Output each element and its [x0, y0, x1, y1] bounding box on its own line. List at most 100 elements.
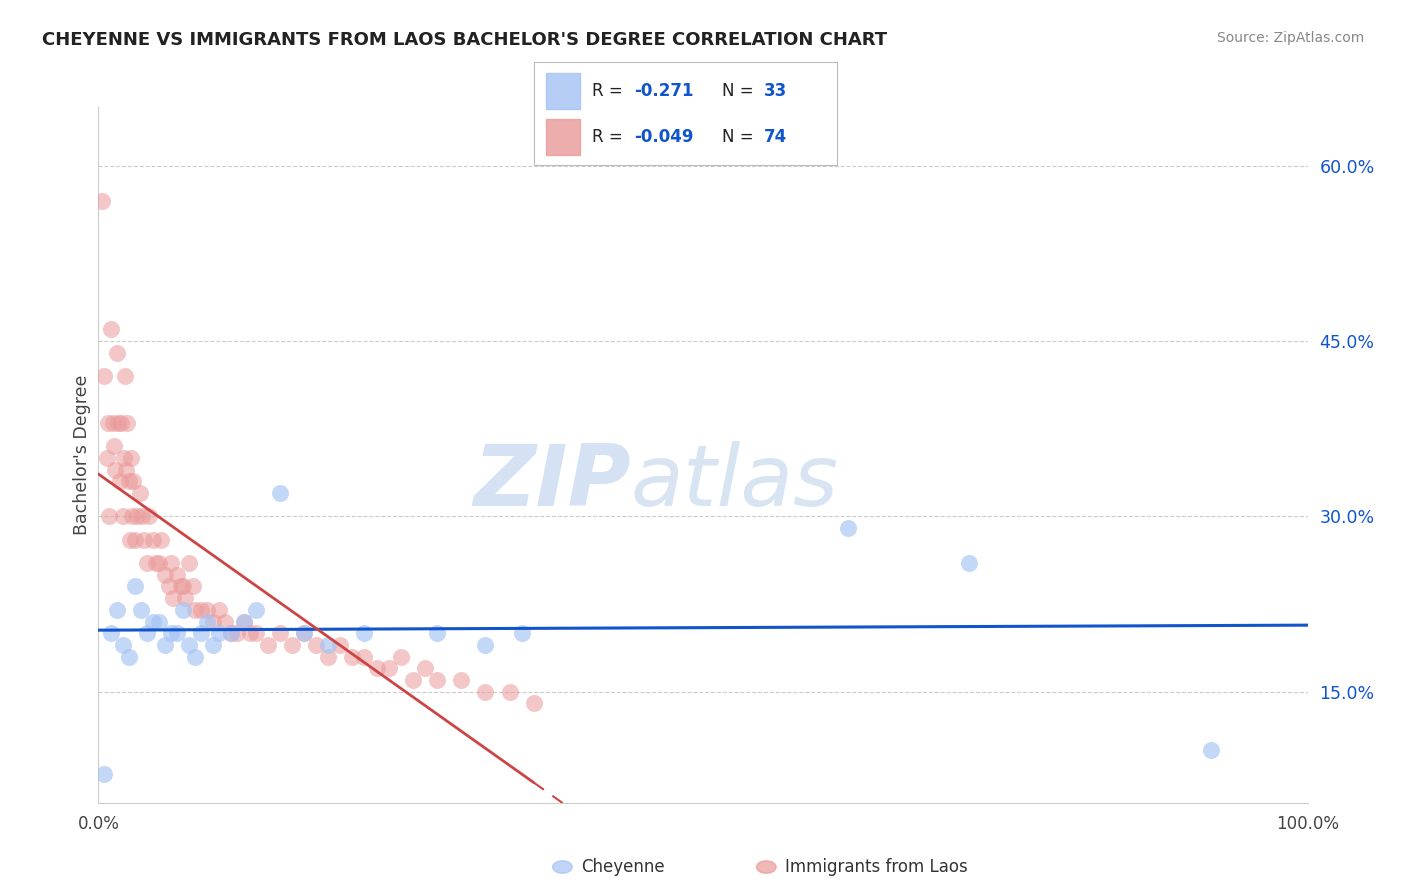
Point	[837, 521, 859, 535]
Point	[105, 345, 128, 359]
Point	[195, 615, 218, 629]
Point	[208, 603, 231, 617]
Point	[957, 556, 980, 570]
Point	[160, 556, 183, 570]
Point	[181, 579, 204, 593]
Point	[426, 626, 449, 640]
Point	[169, 579, 191, 593]
Point	[100, 626, 122, 640]
Point	[124, 579, 146, 593]
Point	[142, 533, 165, 547]
Point	[353, 626, 375, 640]
Point	[148, 615, 170, 629]
Point	[160, 626, 183, 640]
Point	[281, 638, 304, 652]
Point	[245, 603, 267, 617]
Point	[232, 615, 254, 629]
Point	[150, 533, 173, 547]
Point	[377, 661, 399, 675]
Point	[108, 474, 131, 488]
Text: 74: 74	[763, 128, 787, 145]
Point	[177, 556, 201, 570]
Bar	[547, 73, 579, 109]
Point	[366, 661, 388, 675]
Point	[111, 509, 134, 524]
Point	[91, 194, 114, 208]
Point	[93, 766, 115, 780]
Point	[190, 626, 212, 640]
Point	[135, 626, 157, 640]
Point	[316, 649, 339, 664]
Point	[118, 533, 141, 547]
Point	[117, 416, 139, 430]
Text: Source: ZipAtlas.com: Source: ZipAtlas.com	[1216, 31, 1364, 45]
Point	[157, 579, 180, 593]
Point	[100, 322, 122, 336]
Text: atlas: atlas	[630, 442, 838, 524]
Point	[474, 638, 496, 652]
Point	[174, 591, 197, 606]
Point	[145, 556, 167, 570]
Point	[389, 649, 412, 664]
Point	[96, 450, 118, 465]
Point	[153, 567, 176, 582]
Point	[166, 567, 188, 582]
Text: N =: N =	[721, 128, 759, 145]
Point	[172, 603, 194, 617]
Text: ZIP: ZIP	[472, 442, 630, 524]
Point	[101, 416, 124, 430]
Text: R =: R =	[592, 82, 627, 100]
Point	[93, 369, 115, 384]
Text: R =: R =	[592, 128, 627, 145]
Text: -0.049: -0.049	[634, 128, 693, 145]
Point	[226, 626, 249, 640]
Point	[118, 649, 141, 664]
Point	[138, 509, 160, 524]
Point	[172, 579, 194, 593]
Point	[214, 615, 236, 629]
Point	[121, 509, 143, 524]
Point	[105, 603, 128, 617]
Point	[245, 626, 267, 640]
Point	[474, 684, 496, 698]
Point	[112, 450, 135, 465]
Point	[450, 673, 472, 687]
Point	[134, 533, 156, 547]
Point	[129, 603, 152, 617]
Point	[195, 603, 218, 617]
Point	[402, 673, 425, 687]
Y-axis label: Bachelor's Degree: Bachelor's Degree	[73, 375, 91, 535]
Point	[510, 626, 533, 640]
Point	[120, 450, 142, 465]
Point	[153, 638, 176, 652]
Text: N =: N =	[721, 82, 759, 100]
Text: 33: 33	[763, 82, 787, 100]
Text: Cheyenne: Cheyenne	[581, 858, 664, 876]
Point	[142, 615, 165, 629]
Point	[202, 615, 225, 629]
Point	[329, 638, 352, 652]
Point	[208, 626, 231, 640]
Point	[232, 615, 254, 629]
Point	[426, 673, 449, 687]
Point	[256, 638, 278, 652]
Point	[166, 626, 188, 640]
Point	[292, 626, 315, 640]
Text: -0.271: -0.271	[634, 82, 693, 100]
Point	[118, 474, 141, 488]
Point	[498, 684, 520, 698]
Text: Immigrants from Laos: Immigrants from Laos	[785, 858, 967, 876]
Point	[292, 626, 315, 640]
Point	[305, 638, 328, 652]
Point	[115, 462, 138, 476]
Point	[104, 462, 127, 476]
Point	[111, 638, 134, 652]
Point	[124, 533, 146, 547]
Point	[162, 591, 184, 606]
Point	[221, 626, 243, 640]
Point	[342, 649, 364, 664]
Point	[135, 556, 157, 570]
Point	[131, 509, 153, 524]
Point	[107, 416, 129, 430]
Point	[98, 509, 121, 524]
